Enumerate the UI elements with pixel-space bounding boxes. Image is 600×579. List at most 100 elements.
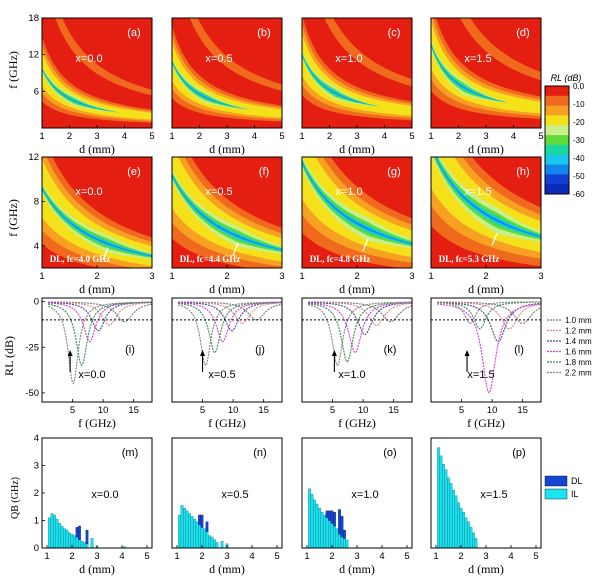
panel-p-bar-il [469,527,473,549]
panel-p-bar-il [464,517,468,549]
panel-n-bar-il [195,521,199,549]
panel-i-label: (i) [125,344,135,356]
panel-a-xtick-label: 4 [122,131,127,142]
panel-j-curve-18mm [178,301,282,354]
panel-o-bar-il [335,528,339,549]
panel-n-bar-il [220,540,224,549]
panel-k-xtick-label: 15 [388,405,399,416]
panel-d-xtick-label: 4 [511,131,516,142]
panel-n-bar-il [188,513,191,549]
panel-h-x-value: x=1.5 [464,186,491,198]
panel-n-bar-il [185,510,189,549]
panel-o-bar-dl [328,510,331,521]
panel-p-xtick-label: 5 [533,551,538,562]
panel-p-xtick-label: 1 [433,551,438,562]
panel-i-x-value: x=0.0 [78,369,105,381]
panel-p-bar-il [454,495,458,549]
panel-j-curves [178,301,282,367]
panel-j-x-value: x=0.5 [208,369,235,381]
panel-m-ytick-label: 4 [34,433,39,444]
y-axis-label-row1: f (GHz) [6,51,20,89]
panel-e-annotation: DL, fc=4.0 GHz [50,254,111,264]
legend-label: 2.2 mm [565,369,592,378]
panel-o-bar-dl [343,529,346,539]
panel-k-curves [308,301,412,366]
panel-m-bar-dl [78,525,81,540]
panel-f-arrow [232,243,239,256]
colorbar-segment [545,174,569,185]
panel-o-bar-il [338,534,341,549]
panel-p-bar-il [472,532,475,549]
panel-f-xtick-label: 2 [224,271,229,282]
colorbar-segment [545,105,569,116]
panel-o-bar-dl [340,516,344,538]
panel-p-bar-il [457,502,460,549]
panel-m-xtick-label: 1 [44,551,49,562]
panel-f-annotation: DL, fc=4.4 GHz [180,254,241,264]
panel-f-contours [172,157,282,268]
panel-l-arrowhead [464,350,470,356]
panel-c-harmonic-band [324,18,412,87]
panel-n-bar-dl [198,514,201,525]
panel-n-xtick-label: 5 [274,551,279,562]
panel-i-curve-22mm [47,301,152,385]
panel-f-label: (f) [259,166,269,178]
panel-j-arrowhead [200,350,206,356]
panel-l-curve-16mm [437,303,541,394]
panel-g-contours [302,157,412,268]
panel-i-ytick-label: -50 [25,388,39,399]
panel-p-bar-il [447,477,450,549]
panel-a-harmonic-band [55,18,152,96]
panel-o-bar-il [340,536,344,549]
panel-c-xtick-label: 3 [354,131,359,142]
panel-c-xtick-label: 5 [409,131,414,142]
panel-a-level-4 [42,66,152,117]
panel-n-xtick-label: 4 [249,551,254,562]
colorbar-tick-label: -10 [573,100,585,109]
panel-d-label: (d) [516,27,529,39]
panel-n-bar-il [178,514,181,549]
panel-o-xtick-label: 2 [329,551,334,562]
panel-a-x-value: x=0.0 [75,53,102,65]
y-axis-label-row4: QB (GHz) [10,477,21,519]
panel-o-bar-il [315,503,319,549]
panel-c: 1 2 3 4 5 d (mm) (c) x=1.0 [299,17,415,156]
panel-l: 5 10 15 f (GHz) (l) x=1.5 [430,297,542,430]
panel-l-xlabel: f (GHz) [467,416,505,430]
panel-f-x-value: x=0.5 [205,186,232,198]
panel-c-level-4 [302,51,412,111]
panel-e-xtick-label: 2 [94,271,99,282]
panel-k-frame [301,297,413,403]
panel-n-bar-il [205,531,209,549]
panel-o-bar-il [328,520,331,549]
y-axis-label-row2: f (GHz) [6,199,20,237]
colorbar-segment [545,95,569,107]
panel-m-ytick-label: 3 [34,461,39,472]
panel-b: 1 2 3 4 5 d (mm) (b) x=0.5 [169,17,285,156]
panel-b-xtick-label: 1 [169,131,174,142]
panel-p-x-value: x=1.5 [480,489,507,501]
panel-j-frame [171,297,283,403]
legend-swatch [544,475,568,487]
legend-label: 1.6 mm [565,348,592,357]
panel-n-x-value: x=0.5 [221,489,248,501]
panel-j-curve-10mm [178,301,282,321]
panel-h-xtick-label: 3 [538,271,543,282]
panel-j-xtick-label: 5 [200,405,205,416]
panel-i-xlabel: f (GHz) [78,416,116,430]
panel-f: 1 2 3 d (mm) (f) x=0.5 DL, fc=4.4 GHz [169,156,285,296]
colorbar-title: RL (dB) [551,73,582,83]
panel-l-x-value: x=1.5 [467,369,494,381]
panel-b-label: (b) [257,27,270,39]
panel-g-level-5 [302,158,412,247]
panel-h-level-4 [432,157,541,242]
panel-p-label: (p) [512,447,525,459]
panel-a-ytick-label: 12 [28,50,39,61]
panel-c-label: (c) [388,27,401,39]
panel-e-ytick-label: 4 [34,241,39,252]
panel-o-xtick-label: 3 [354,551,359,562]
panel-k-label: (k) [384,344,397,356]
